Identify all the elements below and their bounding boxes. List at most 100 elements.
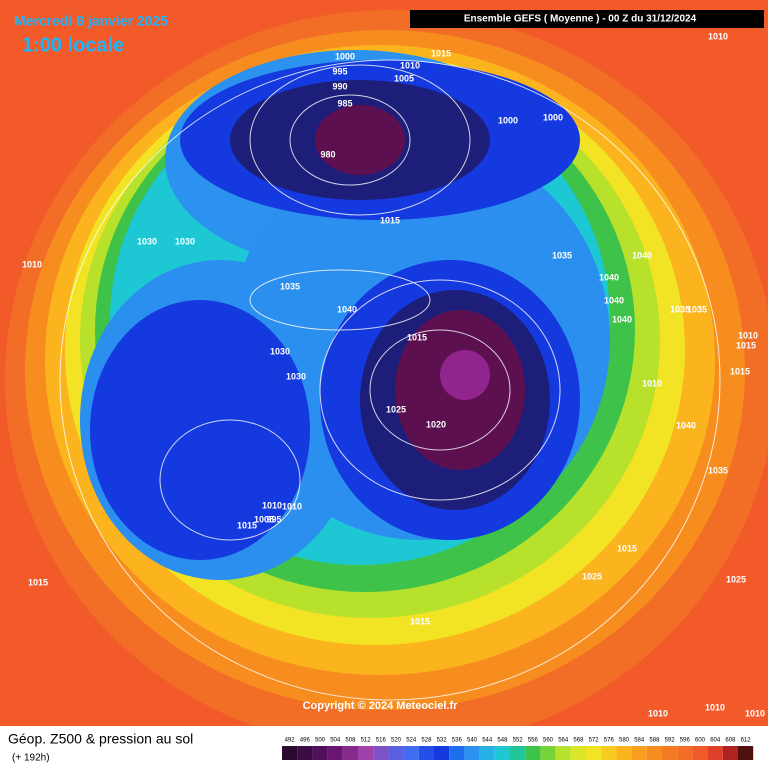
scale-swatch (388, 746, 404, 760)
scale-label: 588 (649, 738, 660, 744)
isobar-label: 1000 (335, 51, 355, 61)
scale-label: 496 (300, 738, 311, 744)
isobar-label: 1025 (582, 571, 602, 581)
isobar-lines (59, 59, 721, 701)
scale-label: 612 (741, 738, 752, 744)
isobar-label: 1015 (407, 332, 427, 342)
scale-label: 516 (376, 738, 387, 744)
isobar-label: 1035 (552, 250, 572, 260)
scale-label: 596 (680, 738, 691, 744)
scale-swatch (327, 746, 343, 760)
scale-label: 604 (710, 738, 721, 744)
scale-swatch (601, 746, 617, 760)
isobar-label: 1015 (617, 543, 637, 553)
isobar-label: 1030 (270, 346, 290, 356)
scale-label: 584 (634, 738, 645, 744)
isobar-label: 1035 (280, 281, 300, 291)
isobar-label: 1005 (254, 514, 274, 524)
scale-swatch (586, 746, 602, 760)
time: 1:00 locale (22, 34, 124, 56)
scale-swatch (510, 746, 526, 760)
scale-swatch (342, 746, 358, 760)
scale-label: 540 (467, 738, 478, 744)
isobar-label: 1040 (337, 304, 357, 314)
isobar-label: 1030 (286, 371, 306, 381)
scale-label: 592 (665, 738, 676, 744)
isobar-label: 995 (332, 66, 347, 76)
scale-label: 504 (330, 738, 341, 744)
footer-title: Géop. Z500 & pression au sol (8, 731, 193, 747)
isobar-label: 980 (320, 149, 335, 159)
scale-label: 552 (513, 738, 524, 744)
scale-swatch (434, 746, 450, 760)
isobar-label: 1040 (599, 272, 619, 282)
isobar-label: 1015 (380, 215, 400, 225)
scale-swatch (282, 746, 298, 760)
scale-label: 564 (558, 738, 569, 744)
scale-label: 536 (452, 738, 463, 744)
scale-swatch (373, 746, 389, 760)
scale-label: 576 (604, 738, 615, 744)
isobar-label: 1040 (612, 314, 632, 324)
isobar-label: 1010 (22, 259, 42, 269)
isobar-label: 1010 (745, 708, 765, 718)
scale-label: 524 (406, 738, 417, 744)
isobar-label: 1040 (604, 295, 624, 305)
scale-label: 572 (589, 738, 600, 744)
date: Mercredi 8 janvier 2025 (14, 13, 168, 29)
isobar-label: 990 (332, 81, 347, 91)
scale-swatch (707, 746, 723, 760)
isobar-label: 1015 (410, 616, 430, 626)
isobar-label: 1010 (262, 500, 282, 510)
isobar-label: 1035 (708, 465, 728, 475)
scale-label: 568 (573, 738, 584, 744)
scale-swatch (312, 746, 328, 760)
isobar-label: 985 (337, 98, 352, 108)
isobar-label: 1030 (175, 236, 195, 246)
isobar-label: 1010 (738, 330, 758, 340)
scale-swatch (449, 746, 465, 760)
isobar-label: 1015 (736, 340, 756, 350)
contour-band (440, 350, 490, 400)
isobar-label: 1010 (705, 702, 725, 712)
scale-label: 492 (285, 738, 296, 744)
scale-swatch (692, 746, 708, 760)
isobar-label: 1025 (386, 404, 406, 414)
scale-label: 548 (497, 738, 508, 744)
isobar-label: 1010 (642, 378, 662, 388)
footer-subtitle: (+ 192h) (12, 753, 50, 764)
isobar-label: 1010 (708, 31, 728, 41)
isobar-label: 1005 (394, 73, 414, 83)
run-info: Ensemble GEFS ( Moyenne ) - 00 Z du 31/1… (464, 14, 697, 25)
scale-label: 560 (543, 738, 554, 744)
scale-swatch (297, 746, 313, 760)
isobar-label: 1020 (426, 419, 446, 429)
isobar-label: 1000 (498, 115, 518, 125)
scale-swatch (646, 746, 662, 760)
scale-swatch (540, 746, 556, 760)
scale-label: 608 (725, 738, 736, 744)
isobar-label: 1030 (137, 236, 157, 246)
scale-swatch (494, 746, 510, 760)
scale-swatch (662, 746, 678, 760)
isobar-label: 1015 (237, 520, 257, 530)
isobar-label: 1010 (648, 708, 668, 718)
isobar-label: 1015 (28, 577, 48, 587)
scale-label: 520 (391, 738, 402, 744)
isobar-label: 1035 (670, 304, 690, 314)
scale-label: 532 (437, 738, 448, 744)
scale-label: 600 (695, 738, 706, 744)
scale-swatch (479, 746, 495, 760)
scale-label: 556 (528, 738, 539, 744)
isobar-label: 995 (266, 514, 281, 524)
scale-swatch (677, 746, 693, 760)
scale-swatch (403, 746, 419, 760)
scale-swatch (631, 746, 647, 760)
scale-label: 500 (315, 738, 326, 744)
scale-swatch (464, 746, 480, 760)
contour-band (90, 300, 310, 560)
isobar-label: 1035 (687, 304, 707, 314)
isobar-label: 1010 (282, 501, 302, 511)
isobar-label: 1010 (400, 60, 420, 70)
